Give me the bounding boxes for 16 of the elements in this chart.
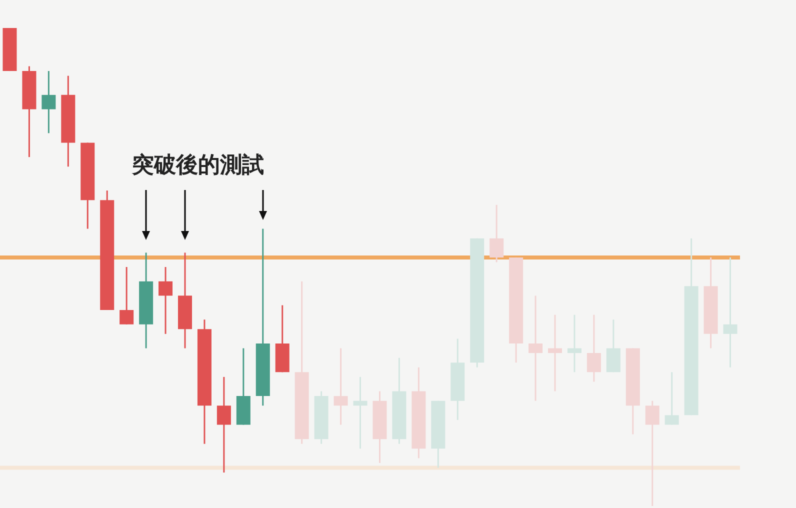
candlestick [42, 70, 56, 134]
annotation: 突破後的測試 [132, 151, 264, 180]
candlestick [645, 400, 660, 507]
candlestick [334, 348, 348, 426]
candlestick [216, 376, 231, 474]
candlestick [158, 266, 173, 335]
candlestick [353, 376, 368, 450]
candlestick [723, 256, 738, 368]
candlestick [664, 371, 679, 426]
candlestick [606, 318, 620, 373]
candlestick [120, 266, 134, 326]
candlestick [528, 294, 543, 402]
candlestick [490, 204, 504, 263]
candlestick [567, 314, 582, 373]
candlestick [586, 314, 601, 382]
candlestick [548, 314, 562, 392]
